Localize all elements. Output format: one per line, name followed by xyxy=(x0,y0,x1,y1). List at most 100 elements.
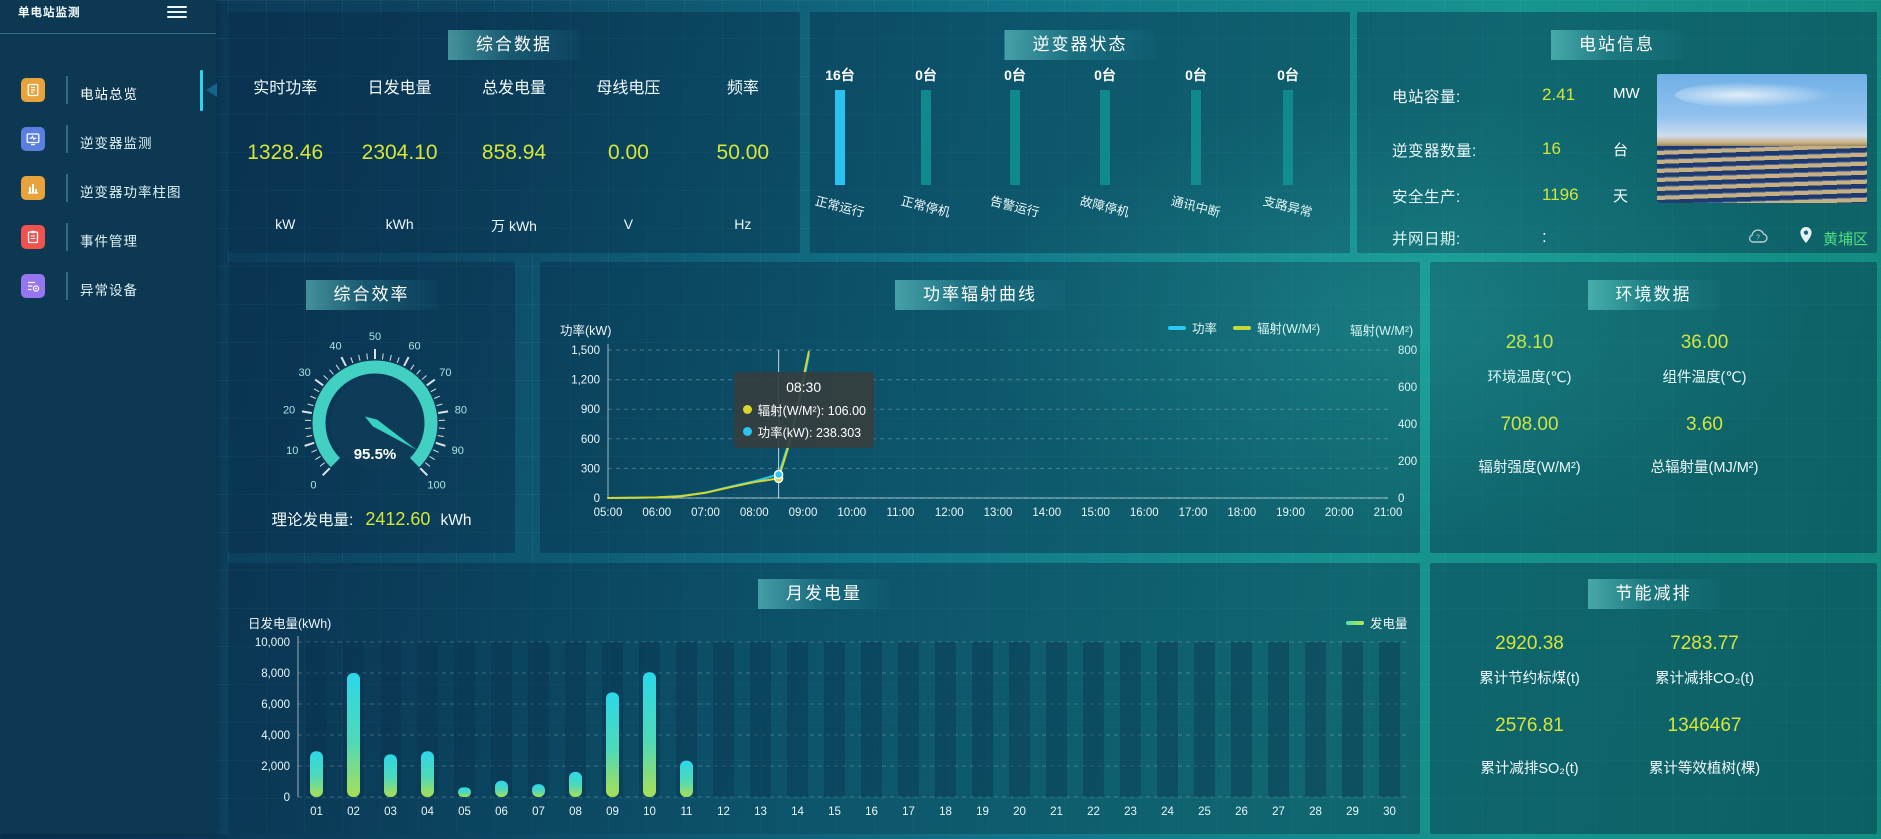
svg-text:4,000: 4,000 xyxy=(261,730,290,742)
tooltip-row: 功率(kW): 238.303 xyxy=(743,422,865,441)
status-bar xyxy=(921,90,931,185)
svg-text:70: 70 xyxy=(439,367,451,379)
bar-shadow xyxy=(1157,642,1178,797)
abnormal-device-icon xyxy=(21,274,45,298)
env-metric-label: 总辐射量(MJ/M²) xyxy=(1651,456,1759,496)
svg-text:1,200: 1,200 xyxy=(571,375,600,387)
svg-text:29: 29 xyxy=(1346,806,1359,818)
metric-value: 50.00 xyxy=(686,141,800,165)
location-pin-icon[interactable] xyxy=(1799,226,1813,249)
svg-text:04: 04 xyxy=(421,806,434,818)
panel-title-efficiency: 综合效率 xyxy=(306,280,438,310)
sidebar-item-1[interactable]: 电站总览 xyxy=(0,66,216,115)
svg-text:21: 21 xyxy=(1050,806,1063,818)
location-name[interactable]: 黄埔区 xyxy=(1823,228,1868,249)
metric-unit: Hz xyxy=(686,216,800,232)
tooltip-text: 辐射(W/M²): 106.00 xyxy=(758,400,866,419)
svg-text:05: 05 xyxy=(458,806,471,818)
svg-text:19: 19 xyxy=(976,806,989,818)
svg-text:28: 28 xyxy=(1309,806,1322,818)
bar-shadow xyxy=(1305,642,1326,797)
svg-text:18:00: 18:00 xyxy=(1227,507,1256,519)
svg-text:?: ? xyxy=(1756,235,1760,242)
panel-title-station-info: 电站信息 xyxy=(1551,30,1683,60)
svg-text:01: 01 xyxy=(310,806,323,818)
sidebar-item-2[interactable]: 逆变器监测 xyxy=(0,115,216,164)
bar-04 xyxy=(421,751,434,797)
tooltip-series-dot xyxy=(743,427,752,436)
env-metric-label: 累计节约标煤(t) xyxy=(1479,667,1580,715)
inverter-power-bars-icon xyxy=(21,176,45,200)
svg-text:100: 100 xyxy=(427,480,445,492)
svg-text:16:00: 16:00 xyxy=(1130,507,1159,519)
bar-01 xyxy=(310,751,323,797)
metric-label: 母线电压 xyxy=(571,74,685,98)
svg-text:0: 0 xyxy=(1398,493,1404,505)
svg-text:14:00: 14:00 xyxy=(1032,507,1061,519)
inverter-count: 16台 xyxy=(800,65,880,85)
bar-shadow xyxy=(898,642,919,797)
station-row-label: 逆变器数量: xyxy=(1392,139,1477,161)
sidebar-item-4[interactable]: 事件管理 xyxy=(0,213,216,262)
svg-text:10,000: 10,000 xyxy=(255,637,290,649)
bar-shadow xyxy=(1046,642,1067,797)
status-bar xyxy=(1191,90,1201,185)
panel-title-environment: 环境数据 xyxy=(1588,280,1720,310)
metric-unit: kW xyxy=(228,216,342,232)
status-bar xyxy=(1283,90,1293,185)
svg-text:400: 400 xyxy=(1398,419,1417,431)
svg-text:08:00: 08:00 xyxy=(740,507,769,519)
hamburger-menu-icon[interactable] xyxy=(167,6,187,20)
status-label: 告警运行 xyxy=(974,187,1056,225)
svg-text:10: 10 xyxy=(286,445,298,457)
station-row-value: 2.41 xyxy=(1542,85,1575,105)
bar-shadow xyxy=(1009,642,1030,797)
svg-text:15: 15 xyxy=(828,806,841,818)
metric-label: 日发电量 xyxy=(342,74,456,98)
svg-text:200: 200 xyxy=(1398,456,1417,468)
svg-text:900: 900 xyxy=(581,404,600,416)
sidebar-item-3[interactable]: 逆变器功率柱图 xyxy=(0,164,216,213)
svg-text:8,000: 8,000 xyxy=(261,668,290,680)
station-photo xyxy=(1657,74,1867,203)
theoretical-generation-value: 2412.60 xyxy=(365,509,430,529)
bar-10 xyxy=(643,672,656,797)
env-metric-value: 3.60 xyxy=(1686,414,1723,456)
svg-text:12:00: 12:00 xyxy=(935,507,964,519)
svg-text:05:00: 05:00 xyxy=(594,507,623,519)
metric-label: 总发电量 xyxy=(457,74,571,98)
bar-05 xyxy=(458,787,471,797)
sidebar-item-5[interactable]: 异常设备 xyxy=(0,262,216,311)
inverter-monitor-icon xyxy=(21,127,45,151)
sidebar-item-label: 事件管理 xyxy=(80,230,138,250)
panel-title-inverter-status: 逆变器状态 xyxy=(1005,30,1156,60)
active-indicator-bar xyxy=(200,70,203,111)
env-metric-value: 2576.81 xyxy=(1495,715,1564,757)
svg-text:600: 600 xyxy=(1398,382,1417,394)
bar-shadow xyxy=(1194,642,1215,797)
inverter-count: 0台 xyxy=(975,65,1055,85)
metric-value: 1328.46 xyxy=(228,141,342,165)
status-label: 正常停机 xyxy=(885,187,967,225)
svg-text:30: 30 xyxy=(1383,806,1396,818)
menu-item-divider xyxy=(66,125,68,153)
bar-shadow xyxy=(491,642,512,797)
svg-text:26: 26 xyxy=(1235,806,1248,818)
tooltip-series-dot xyxy=(743,405,752,414)
theoretical-generation-label: 理论发电量: xyxy=(272,512,354,529)
menu-item-divider xyxy=(66,174,68,202)
svg-text:90: 90 xyxy=(452,445,464,457)
sidebar-header: 单电站监测 xyxy=(0,0,216,34)
